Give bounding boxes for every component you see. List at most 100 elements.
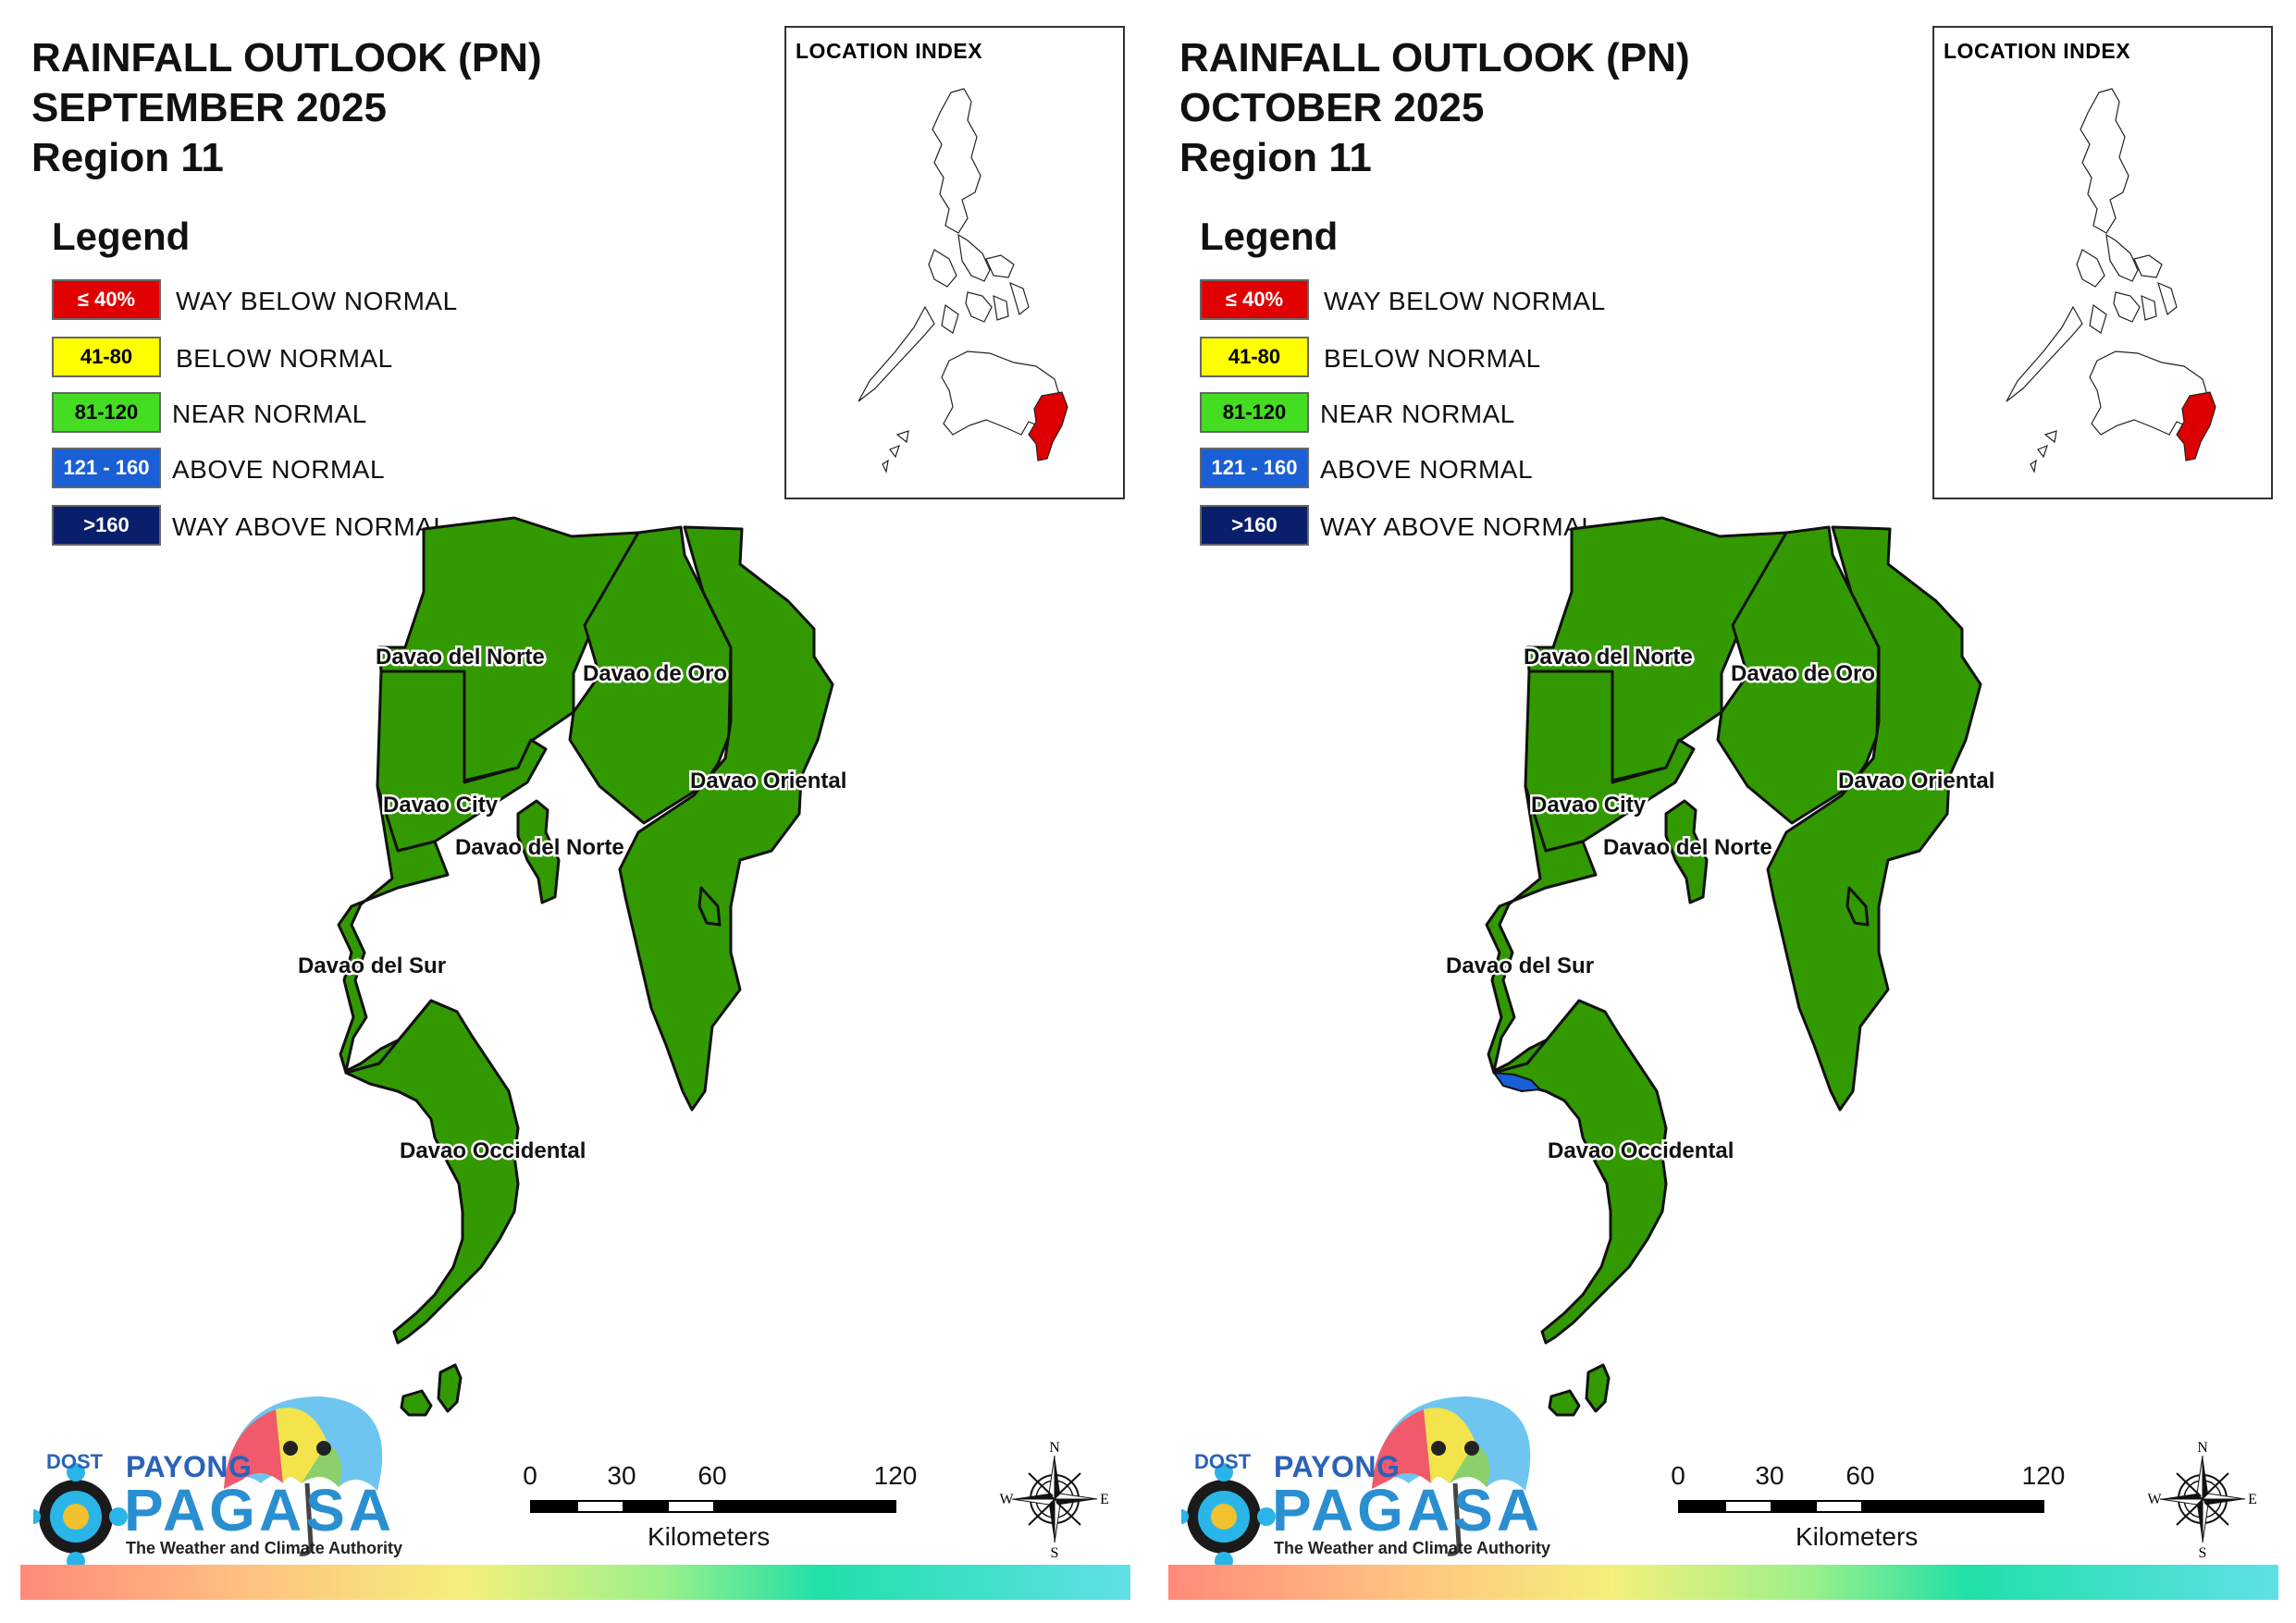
logo-payong: PAYONG xyxy=(1274,1450,1401,1483)
label-davao-city: Davao City xyxy=(383,793,499,818)
scale-tick: 0 xyxy=(1671,1461,1685,1490)
philippines-outline xyxy=(2006,88,2216,473)
location-index-inset: LOCATION INDEX xyxy=(784,26,1125,499)
legend-item-near-normal: 81-120 NEAR NORMAL xyxy=(1200,392,1681,435)
legend-item-way-below-normal: ≤ 40% WAY BELOW NORMAL xyxy=(1200,279,1681,322)
logo-payong: PAYONG xyxy=(126,1450,253,1483)
region-11-map: Davao del Norte Davao de Oro Davao Orien… xyxy=(1444,516,1997,1417)
payong-pagasa-logo: DOST PAYONG PAGASA The Weather and Clima… xyxy=(26,1387,403,1572)
color-gradient-strip xyxy=(20,1565,1130,1600)
scale-tick: 120 xyxy=(2021,1461,2066,1490)
label-davao-del-norte: Davao del Norte xyxy=(1524,645,1693,670)
title-line-3: Region 11 xyxy=(31,135,224,180)
island-islet xyxy=(697,886,722,927)
compass-e: E xyxy=(1100,1492,1109,1507)
island-samal xyxy=(1664,799,1709,904)
province-davao-oriental xyxy=(618,525,834,1112)
scale-tick: 60 xyxy=(697,1461,727,1490)
panel-october: RAINFALL OUTLOOK (PN) OCTOBER 2025 Regio… xyxy=(1148,0,2296,1623)
scale-bar: 0 30 60 120 Kilometers xyxy=(523,1461,934,1563)
above-normal-patch xyxy=(1491,1071,1543,1093)
scale-bar-segments xyxy=(1678,1500,2044,1513)
province-davao-occidental xyxy=(344,999,520,1345)
legend-label: NEAR NORMAL xyxy=(1320,400,1515,428)
scale-unit: Kilometers xyxy=(1796,1522,1919,1551)
label-davao-de-oro: Davao de Oro xyxy=(1731,661,1875,686)
region-11-highlight xyxy=(2176,391,2216,461)
scale-tick: 0 xyxy=(523,1461,537,1490)
label-davao-oriental: Davao Oriental xyxy=(1838,768,1994,793)
logo-dost: DOST xyxy=(46,1450,104,1473)
compass-s: S xyxy=(2199,1545,2207,1559)
legend-swatch: 81-120 xyxy=(1200,392,1309,433)
legend-swatch: ≤ 40% xyxy=(52,279,161,320)
scale-unit: Kilometers xyxy=(648,1522,771,1551)
region-labels: Davao del Norte Davao de Oro Davao Orien… xyxy=(296,643,849,1166)
north-arrow: N S W E xyxy=(2147,1439,2258,1561)
logo-tagline: The Weather and Climate Authority xyxy=(126,1539,403,1557)
label-davao-del-sur: Davao del Sur xyxy=(298,953,446,978)
scale-tick: 60 xyxy=(1845,1461,1875,1490)
island-balut xyxy=(400,1389,433,1417)
compass-w: W xyxy=(2147,1492,2162,1507)
island-balut xyxy=(1548,1389,1581,1417)
legend-item-above-normal: 121 - 160 ABOVE NORMAL xyxy=(1200,448,1681,490)
legend-label: WAY BELOW NORMAL xyxy=(176,287,458,315)
legend-swatch: 41-80 xyxy=(52,337,161,377)
legend-swatch: 121 - 160 xyxy=(1200,448,1309,488)
scale-tick: 120 xyxy=(873,1461,918,1490)
legend-item-below-normal: 41-80 BELOW NORMAL xyxy=(52,337,533,379)
color-gradient-strip xyxy=(1168,1565,2278,1600)
title-line-2: OCTOBER 2025 xyxy=(1179,85,1485,130)
label-davao-occidental: Davao Occidental xyxy=(400,1138,586,1163)
compass-e: E xyxy=(2248,1492,2257,1507)
compass-s: S xyxy=(1051,1545,1059,1559)
province-davao-oriental xyxy=(1766,525,1982,1112)
legend-label: NEAR NORMAL xyxy=(172,400,367,428)
island-islet xyxy=(1845,886,1870,927)
label-davao-occidental: Davao Occidental xyxy=(1548,1138,1734,1163)
province-davao-occidental xyxy=(1492,999,1668,1345)
legend-swatch: 121 - 160 xyxy=(52,448,161,488)
scale-tick: 30 xyxy=(607,1461,636,1490)
legend-item-near-normal: 81-120 NEAR NORMAL xyxy=(52,392,533,435)
legend-label: BELOW NORMAL xyxy=(1324,344,1541,373)
legend-label: WAY BELOW NORMAL xyxy=(1324,287,1606,315)
region-11-map: Davao del Norte Davao de Oro Davao Orien… xyxy=(296,516,849,1417)
legend-swatch: 81-120 xyxy=(52,392,161,433)
legend-swatch: >160 xyxy=(1200,505,1309,546)
location-index-inset: LOCATION INDEX xyxy=(1932,26,2273,499)
compass-w: W xyxy=(999,1492,1014,1507)
legend-item-below-normal: 41-80 BELOW NORMAL xyxy=(1200,337,1681,379)
legend-item-way-below-normal: ≤ 40% WAY BELOW NORMAL xyxy=(52,279,533,322)
inset-title: LOCATION INDEX xyxy=(796,39,983,63)
region-labels: Davao del Norte Davao de Oro Davao Orien… xyxy=(1444,643,1997,1166)
compass-n: N xyxy=(2197,1440,2208,1456)
inset-title: LOCATION INDEX xyxy=(1944,39,2131,63)
label-davao-del-sur: Davao del Sur xyxy=(1446,953,1594,978)
island-sarangani xyxy=(1585,1363,1611,1413)
philippines-outline xyxy=(858,88,1068,473)
legend-label: WAY ABOVE NORMAL xyxy=(172,512,449,541)
compass-rose-icon: N S W E xyxy=(2147,1440,2257,1561)
umbrella-icon xyxy=(1174,1396,1531,1570)
legend-swatch: >160 xyxy=(52,505,161,546)
legend-item-way-above-normal: >160 WAY ABOVE NORMAL xyxy=(52,505,533,547)
legend-title: Legend xyxy=(1200,215,1339,258)
label-davao-oriental: Davao Oriental xyxy=(690,768,846,793)
legend-item-above-normal: 121 - 160 ABOVE NORMAL xyxy=(52,448,533,490)
compass-n: N xyxy=(1049,1440,1060,1456)
region-11-highlight xyxy=(1028,391,1068,461)
label-davao-city: Davao City xyxy=(1531,793,1647,818)
logo-dost: DOST xyxy=(1194,1450,1252,1473)
scale-tick: 30 xyxy=(1755,1461,1784,1490)
island-sarangani xyxy=(437,1363,463,1413)
title-line-1: RAINFALL OUTLOOK (PN) xyxy=(1179,35,1690,80)
island-samal xyxy=(516,799,561,904)
panel-september: RAINFALL OUTLOOK (PN) SEPTEMBER 2025 Reg… xyxy=(20,26,1130,1600)
umbrella-icon xyxy=(26,1396,383,1570)
label-davao-del-norte-samal: Davao del Norte xyxy=(1603,835,1772,860)
legend-swatch: 41-80 xyxy=(1200,337,1309,377)
scale-bar: 0 30 60 120 Kilometers xyxy=(1671,1461,2082,1563)
label-davao-del-norte: Davao del Norte xyxy=(376,645,545,670)
